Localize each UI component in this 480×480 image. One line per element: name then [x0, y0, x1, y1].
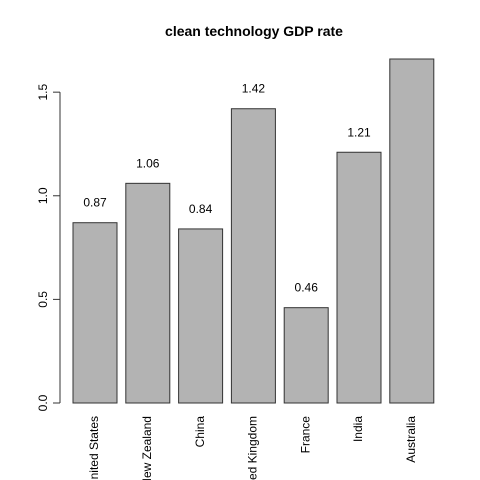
bar	[230, 108, 276, 404]
x-tick-label: Australia	[404, 416, 418, 463]
data-labels: 0.87 1.06 0.84 1.42 0.46 1.21	[83, 82, 371, 295]
bar	[389, 58, 435, 404]
x-tick-label: France	[298, 416, 312, 454]
data-label: 1.21	[347, 125, 371, 139]
y-tick-label: 1.0	[36, 187, 50, 204]
data-label: 0.46	[295, 281, 319, 295]
y-tick-label: 0.5	[36, 291, 50, 308]
bar	[125, 182, 171, 404]
bar	[283, 307, 329, 404]
bars	[72, 58, 435, 404]
y-axis: 0.0 0.5 1.0 1.5	[36, 83, 61, 411]
x-tick-label: United Kingdom	[246, 416, 260, 480]
y-tick-label: 0.0	[36, 394, 50, 411]
chart-title: clean technology GDP rate	[165, 23, 343, 39]
y-tick-label: 1.5	[36, 83, 50, 100]
bar	[72, 222, 118, 404]
x-tick-label: India	[351, 416, 365, 442]
bar	[178, 228, 224, 404]
data-label: 1.42	[242, 82, 266, 96]
data-label: 0.87	[83, 196, 107, 210]
x-tick-label: United States	[87, 416, 101, 480]
x-tick-label: New Zealand	[140, 416, 154, 480]
x-axis-labels: United States New Zealand China United King…	[87, 416, 418, 480]
bar	[336, 151, 382, 404]
data-label: 0.84	[189, 202, 213, 216]
data-label: 1.06	[136, 156, 160, 170]
x-tick-label: China	[193, 416, 207, 448]
